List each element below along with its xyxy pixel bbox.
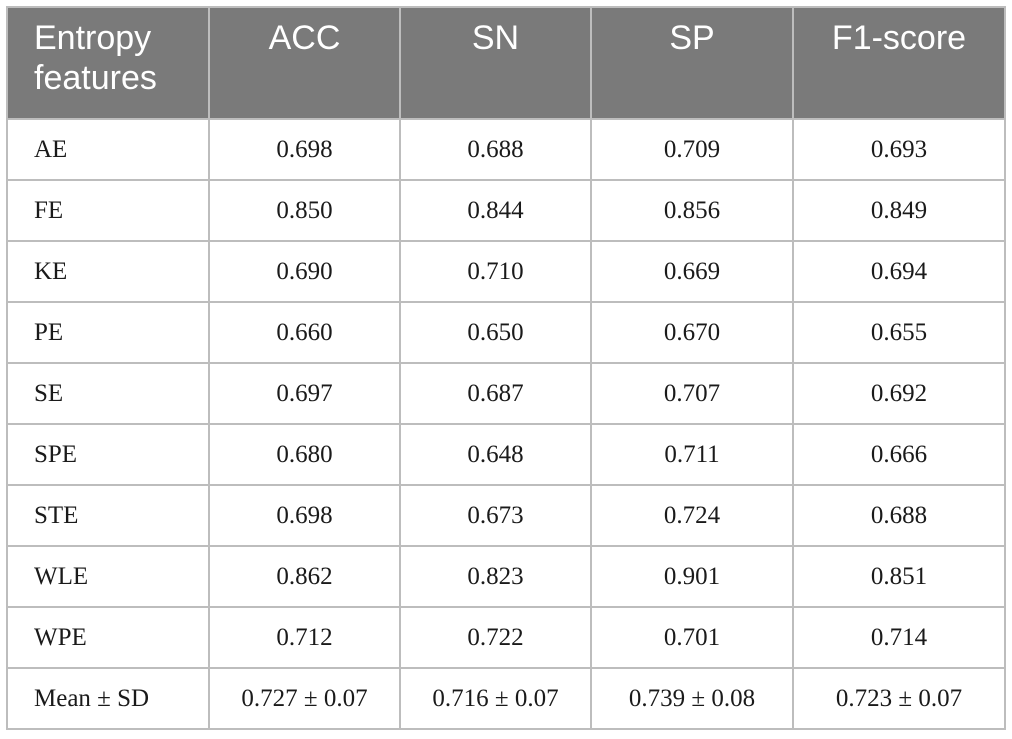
cell-feature: SPE [6, 423, 210, 486]
header-sn: SN [399, 6, 592, 120]
table-row: PE 0.660 0.650 0.670 0.655 [6, 301, 1006, 364]
cell-sn: 0.687 [399, 362, 592, 425]
cell-acc: 0.698 [208, 118, 401, 181]
cell-acc: 0.712 [208, 606, 401, 669]
cell-feature: KE [6, 240, 210, 303]
header-f1-score: F1-score [792, 6, 1006, 120]
cell-f1-score: 0.666 [792, 423, 1006, 486]
table-row: WPE 0.712 0.722 0.701 0.714 [6, 606, 1006, 669]
cell-sn: 0.650 [399, 301, 592, 364]
cell-sp: 0.670 [590, 301, 794, 364]
cell-f1-score: 0.692 [792, 362, 1006, 425]
cell-feature: FE [6, 179, 210, 242]
header-row: Entropy features ACC SN SP F1-score [6, 6, 1006, 120]
cell-feature: WPE [6, 606, 210, 669]
cell-sn: 0.710 [399, 240, 592, 303]
cell-sp: 0.707 [590, 362, 794, 425]
cell-f1-score: 0.655 [792, 301, 1006, 364]
table-header: Entropy features ACC SN SP F1-score [6, 6, 1006, 120]
table-row: KE 0.690 0.710 0.669 0.694 [6, 240, 1006, 303]
cell-sp: 0.901 [590, 545, 794, 608]
cell-f1-score: 0.693 [792, 118, 1006, 181]
cell-sn: 0.823 [399, 545, 592, 608]
table-row: SE 0.697 0.687 0.707 0.692 [6, 362, 1006, 425]
cell-f1-score: 0.714 [792, 606, 1006, 669]
header-sp: SP [590, 6, 794, 120]
cell-acc: 0.698 [208, 484, 401, 547]
cell-sp: 0.724 [590, 484, 794, 547]
cell-sn: 0.844 [399, 179, 592, 242]
cell-acc: 0.850 [208, 179, 401, 242]
cell-feature: WLE [6, 545, 210, 608]
cell-sn: 0.648 [399, 423, 592, 486]
cell-acc: 0.862 [208, 545, 401, 608]
cell-sn: 0.716 ± 0.07 [399, 667, 592, 730]
table-row: STE 0.698 0.673 0.724 0.688 [6, 484, 1006, 547]
table-row: SPE 0.680 0.648 0.711 0.666 [6, 423, 1006, 486]
results-table-container: Entropy features ACC SN SP F1-score AE 0.… [6, 6, 1006, 730]
cell-acc: 0.680 [208, 423, 401, 486]
cell-acc: 0.697 [208, 362, 401, 425]
cell-feature: SE [6, 362, 210, 425]
header-acc: ACC [208, 6, 401, 120]
cell-f1-score: 0.723 ± 0.07 [792, 667, 1006, 730]
cell-f1-score: 0.688 [792, 484, 1006, 547]
cell-sp: 0.739 ± 0.08 [590, 667, 794, 730]
cell-acc: 0.727 ± 0.07 [208, 667, 401, 730]
cell-sn: 0.722 [399, 606, 592, 669]
table-row: AE 0.698 0.688 0.709 0.693 [6, 118, 1006, 181]
cell-feature: STE [6, 484, 210, 547]
table-row: Mean ± SD 0.727 ± 0.07 0.716 ± 0.07 0.739 ±… [6, 667, 1006, 730]
cell-feature: Mean ± SD [6, 667, 210, 730]
cell-sp: 0.669 [590, 240, 794, 303]
cell-acc: 0.690 [208, 240, 401, 303]
table-row: FE 0.850 0.844 0.856 0.849 [6, 179, 1006, 242]
header-entropy-features: Entropy features [6, 6, 210, 120]
cell-f1-score: 0.849 [792, 179, 1006, 242]
cell-sn: 0.673 [399, 484, 592, 547]
cell-f1-score: 0.694 [792, 240, 1006, 303]
cell-feature: PE [6, 301, 210, 364]
cell-feature: AE [6, 118, 210, 181]
cell-sp: 0.709 [590, 118, 794, 181]
cell-f1-score: 0.851 [792, 545, 1006, 608]
cell-sp: 0.856 [590, 179, 794, 242]
table-row: WLE 0.862 0.823 0.901 0.851 [6, 545, 1006, 608]
cell-sn: 0.688 [399, 118, 592, 181]
cell-sp: 0.701 [590, 606, 794, 669]
table-body: AE 0.698 0.688 0.709 0.693 FE 0.850 0.844 0.856 0… [6, 118, 1006, 730]
entropy-features-table: Entropy features ACC SN SP F1-score AE 0.… [6, 6, 1006, 730]
cell-sp: 0.711 [590, 423, 794, 486]
cell-acc: 0.660 [208, 301, 401, 364]
